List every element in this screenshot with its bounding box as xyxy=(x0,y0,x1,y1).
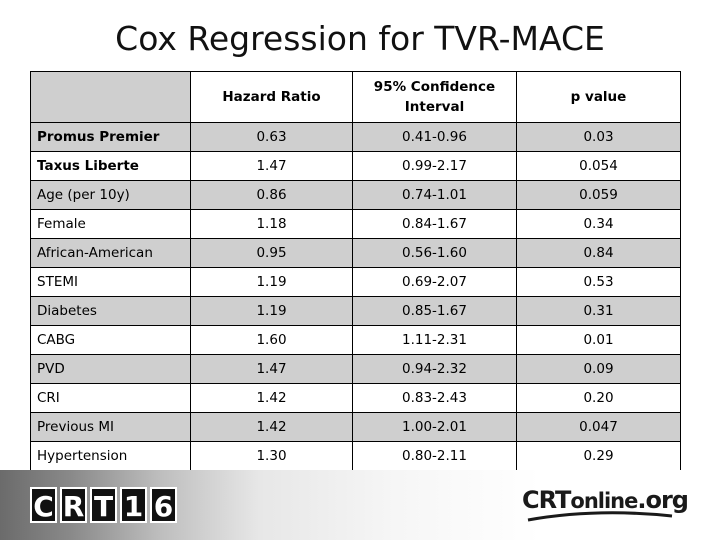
confidence-interval-cell: 1.11-2.31 xyxy=(352,325,517,355)
table-row: PVD 1.47 0.94-2.32 0.09 xyxy=(30,354,681,384)
table-body: Promus Premier 0.63 0.41-0.96 0.03 Taxus Lib… xyxy=(30,122,681,471)
hazard-ratio-cell: 1.18 xyxy=(190,209,353,239)
p-value-cell: 0.01 xyxy=(516,325,681,355)
table-row: Taxus Liberte 1.47 0.99-2.17 0.054 xyxy=(30,151,681,181)
row-label-cell: STEMI xyxy=(30,267,191,297)
row-label-cell: Female xyxy=(30,209,191,239)
row-label-cell: Previous MI xyxy=(30,412,191,442)
confidence-interval-cell: 0.83-2.43 xyxy=(352,383,517,413)
header-confidence-interval: 95% Confidence Interval xyxy=(352,71,517,123)
crtonline-middle: online xyxy=(570,489,638,513)
row-label-cell: Promus Premier xyxy=(30,122,191,152)
hazard-ratio-cell: 1.60 xyxy=(190,325,353,355)
swoosh-icon xyxy=(527,511,673,522)
crtonline-logo-text: CRTonline.org xyxy=(522,486,689,514)
confidence-interval-cell: 0.99-2.17 xyxy=(352,151,517,181)
confidence-interval-cell: 0.41-0.96 xyxy=(352,122,517,152)
header-corner-cell xyxy=(30,71,191,123)
header-p-value: p value xyxy=(516,71,681,123)
confidence-interval-cell: 1.00-2.01 xyxy=(352,412,517,442)
crtonline-logo: CRTonline.org xyxy=(522,484,702,524)
hazard-ratio-cell: 1.30 xyxy=(190,441,353,471)
hazard-ratio-cell: 1.47 xyxy=(190,151,353,181)
hazard-ratio-cell: 0.63 xyxy=(190,122,353,152)
p-value-cell: 0.31 xyxy=(516,296,681,326)
table-row: Previous MI 1.42 1.00-2.01 0.047 xyxy=(30,412,681,442)
confidence-interval-cell: 0.74-1.01 xyxy=(352,180,517,210)
p-value-cell: 0.53 xyxy=(516,267,681,297)
table-row: African-American 0.95 0.56-1.60 0.84 xyxy=(30,238,681,268)
confidence-interval-cell: 0.80-2.11 xyxy=(352,441,517,471)
table-row: CRI 1.42 0.83-2.43 0.20 xyxy=(30,383,681,413)
hazard-ratio-cell: 0.86 xyxy=(190,180,353,210)
header-hazard-ratio: Hazard Ratio xyxy=(190,71,353,123)
table-row: Age (per 10y) 0.86 0.74-1.01 0.059 xyxy=(30,180,681,210)
logo-letter-box: T xyxy=(90,487,117,523)
logo-letter-box: 6 xyxy=(150,487,177,523)
p-value-cell: 0.03 xyxy=(516,122,681,152)
table-row: STEMI 1.19 0.69-2.07 0.53 xyxy=(30,267,681,297)
p-value-cell: 0.20 xyxy=(516,383,681,413)
p-value-cell: 0.047 xyxy=(516,412,681,442)
confidence-interval-cell: 0.84-1.67 xyxy=(352,209,517,239)
logo-letter-box: 1 xyxy=(120,487,147,523)
row-label-cell: Age (per 10y) xyxy=(30,180,191,210)
p-value-cell: 0.059 xyxy=(516,180,681,210)
confidence-interval-cell: 0.56-1.60 xyxy=(352,238,517,268)
confidence-interval-cell: 0.69-2.07 xyxy=(352,267,517,297)
table-row: Promus Premier 0.63 0.41-0.96 0.03 xyxy=(30,122,681,152)
p-value-cell: 0.29 xyxy=(516,441,681,471)
hazard-ratio-cell: 1.47 xyxy=(190,354,353,384)
row-label-cell: CRI xyxy=(30,383,191,413)
hazard-ratio-cell: 1.19 xyxy=(190,267,353,297)
table-row: Female 1.18 0.84-1.67 0.34 xyxy=(30,209,681,239)
confidence-interval-cell: 0.94-2.32 xyxy=(352,354,517,384)
cox-regression-table: Hazard Ratio 95% Confidence Interval p v… xyxy=(30,71,681,471)
row-label-cell: African-American xyxy=(30,238,191,268)
row-label-cell: Hypertension xyxy=(30,441,191,471)
p-value-cell: 0.84 xyxy=(516,238,681,268)
row-label-cell: PVD xyxy=(30,354,191,384)
row-label-cell: Taxus Liberte xyxy=(30,151,191,181)
hazard-ratio-cell: 1.42 xyxy=(190,383,353,413)
table-header-row: Hazard Ratio 95% Confidence Interval p v… xyxy=(30,71,681,123)
confidence-interval-cell: 0.85-1.67 xyxy=(352,296,517,326)
hazard-ratio-cell: 1.19 xyxy=(190,296,353,326)
p-value-cell: 0.054 xyxy=(516,151,681,181)
hazard-ratio-cell: 0.95 xyxy=(190,238,353,268)
hazard-ratio-cell: 1.42 xyxy=(190,412,353,442)
crtonline-suffix: .org xyxy=(637,486,689,514)
logo-letter-box: R xyxy=(60,487,87,523)
table-row: Diabetes 1.19 0.85-1.67 0.31 xyxy=(30,296,681,326)
row-label-cell: Diabetes xyxy=(30,296,191,326)
logo-letter-box: C xyxy=(30,487,57,523)
table-row: CABG 1.60 1.11-2.31 0.01 xyxy=(30,325,681,355)
p-value-cell: 0.09 xyxy=(516,354,681,384)
row-label-cell: CABG xyxy=(30,325,191,355)
slide-title: Cox Regression for TVR-MACE xyxy=(115,19,605,58)
table-row: Hypertension 1.30 0.80-2.11 0.29 xyxy=(30,441,681,471)
crtonline-prefix: CRT xyxy=(522,486,571,514)
p-value-cell: 0.34 xyxy=(516,209,681,239)
